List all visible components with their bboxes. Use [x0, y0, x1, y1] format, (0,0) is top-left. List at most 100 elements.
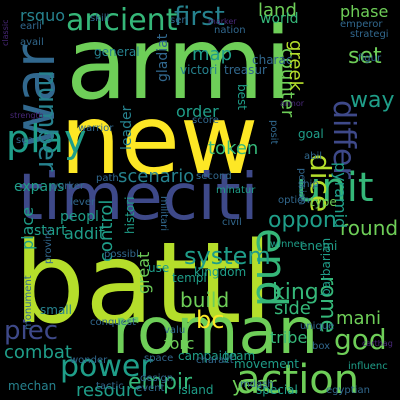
word-skill: skill	[90, 13, 110, 24]
word-tribe: tribe	[270, 328, 308, 347]
word-token: token	[208, 138, 259, 159]
word-peopl: peopl	[60, 209, 99, 225]
word-power: power	[60, 349, 153, 384]
word-ancient: ancient	[66, 3, 178, 38]
word-wonder: wonder	[70, 355, 108, 366]
word-provinc: provinc	[43, 227, 54, 264]
word-scenario: scenario	[118, 166, 195, 187]
word-side: side	[274, 298, 311, 319]
word-tactic: tactic	[96, 381, 124, 392]
word-play: play	[6, 117, 87, 161]
word-emperor: emperor	[340, 19, 383, 30]
word-lever: lever	[70, 197, 96, 208]
word-mdash: mdash	[240, 379, 274, 390]
word-combat: combat	[4, 342, 72, 363]
word-start: start	[34, 223, 67, 239]
word-warrior: warrior	[78, 123, 114, 134]
word-carthag: carthag	[362, 339, 393, 348]
word-egyptian: egyptian	[326, 385, 370, 396]
word-bc: bc	[196, 306, 225, 334]
word-charact: charact	[196, 355, 234, 366]
word-type: type	[310, 195, 337, 209]
word-treasur: treasur	[224, 63, 267, 77]
word-templ: templ	[172, 271, 207, 285]
word-island: island	[178, 383, 214, 397]
word-piec: piec	[4, 316, 59, 346]
word-second: second	[196, 171, 232, 182]
word-new: new	[60, 84, 259, 196]
word-charac: charac	[252, 53, 293, 67]
word-build: build	[180, 288, 230, 312]
word-classic: classic	[1, 19, 10, 46]
word-year: year	[232, 372, 277, 396]
word-abil: abil	[304, 151, 323, 162]
word-seri: seri	[170, 15, 189, 26]
word-phase: phase	[340, 2, 389, 21]
word-strength: strength	[10, 111, 44, 120]
word-armi: armi	[66, 5, 292, 122]
word-goal: goal	[298, 127, 324, 141]
word-minatur: minatur	[216, 185, 256, 196]
word-score: score	[192, 115, 219, 126]
word-roman: roman	[112, 295, 319, 369]
word-influenc: influenc	[348, 361, 388, 372]
word-possibl: possibl	[104, 249, 139, 260]
word-battl: battl	[14, 219, 273, 349]
word-team: team	[224, 349, 256, 363]
word-box: box	[312, 341, 331, 352]
word-movement: movement	[234, 357, 299, 371]
word-space: space	[144, 353, 174, 364]
word-strategi: strategi	[350, 29, 389, 40]
word-general: general	[94, 45, 140, 59]
word-small: small	[40, 303, 72, 317]
word-mani: mani	[336, 308, 381, 329]
word-way: way	[350, 88, 395, 113]
word-posit: posit	[268, 120, 279, 145]
word-expans: expans	[14, 179, 65, 195]
word-earli: earli	[20, 21, 42, 32]
word-ship: ship	[298, 179, 319, 190]
word-worker: worker	[50, 181, 85, 192]
word-land: land	[258, 0, 297, 21]
word-civil: civil	[222, 217, 242, 228]
word-monument: monument	[23, 275, 34, 330]
word-king: king	[272, 280, 319, 305]
word-armor: armor	[280, 99, 305, 108]
word-sea: sea	[16, 135, 34, 146]
word-conquest: conquest	[90, 317, 136, 328]
word-round: round	[340, 216, 399, 240]
word-gladiat: gladiat	[155, 33, 171, 82]
word-valu: valu	[164, 325, 186, 336]
word-resourc: resourc	[76, 380, 143, 400]
word-system: system	[184, 242, 271, 270]
word-action: action	[236, 357, 360, 400]
word-best: best	[235, 84, 249, 110]
word-number: number	[32, 70, 62, 172]
word-kingdom: kingdom	[194, 265, 247, 279]
word-marker: marker	[208, 17, 237, 26]
word-winner: winner	[270, 239, 304, 250]
word-enemi: enemi	[300, 239, 338, 253]
word-nation: nation	[214, 25, 246, 36]
word-design: design	[140, 373, 174, 384]
word-oppon: oppon	[268, 208, 337, 233]
word-world: world	[260, 11, 299, 27]
word-militari: militari	[158, 196, 169, 232]
word-victori: victori	[180, 63, 218, 77]
word-event: event	[136, 383, 165, 394]
word-figur: figur	[358, 53, 382, 64]
word-mechan: mechan	[8, 379, 57, 393]
word-special: special	[256, 383, 298, 397]
word-map: map	[192, 44, 232, 65]
word-leader: leader	[119, 105, 135, 150]
word-unique: unique	[300, 321, 335, 332]
word-histori: histori	[123, 196, 137, 234]
word-rsquo: rsquo	[20, 6, 65, 25]
word-first: first	[174, 2, 225, 32]
word-empir: empir	[128, 370, 193, 395]
word-forc: forc	[164, 334, 195, 353]
word-god: god	[334, 323, 387, 356]
word-campaign: campaign	[178, 349, 238, 363]
word-path: path	[96, 173, 119, 184]
word-addit: addit	[64, 224, 105, 243]
